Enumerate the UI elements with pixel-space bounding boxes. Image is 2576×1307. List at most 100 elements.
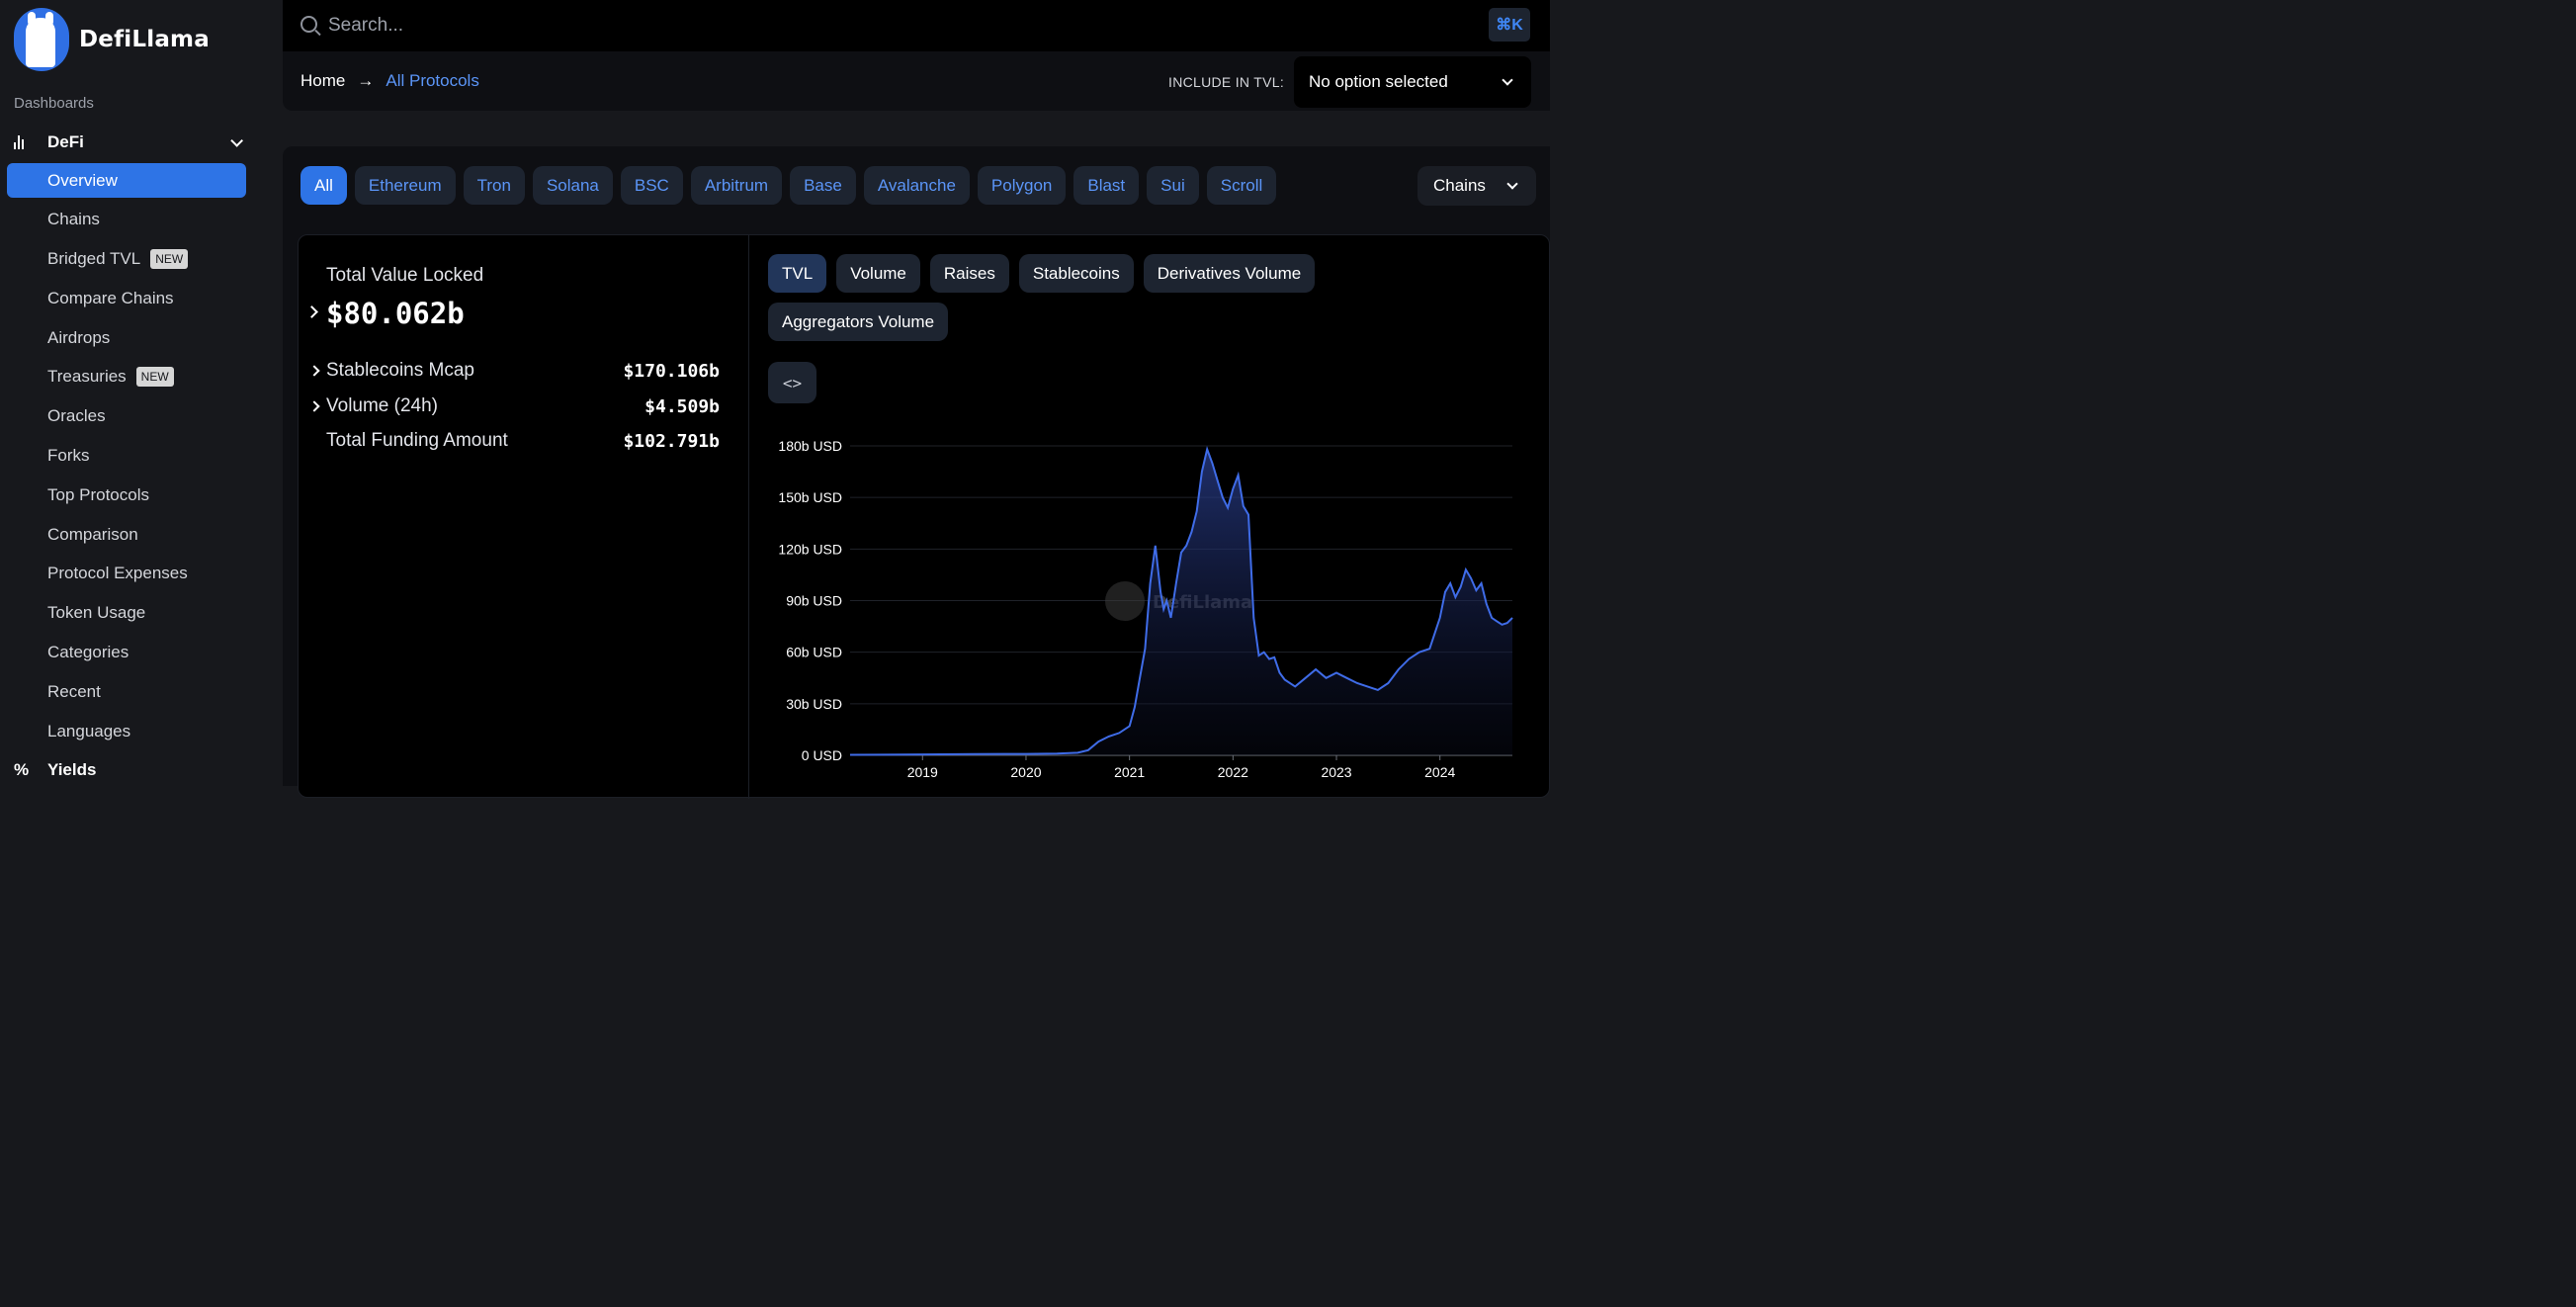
stat-label: Stablecoins Mcap <box>326 360 474 381</box>
x-tick-label: 2020 <box>1010 764 1041 780</box>
chain-tab-scroll[interactable]: Scroll <box>1206 166 1277 205</box>
metric-tab-aggregators-volume[interactable]: Aggregators Volume <box>768 303 949 341</box>
chevron-right-icon[interactable] <box>305 305 318 318</box>
sidebar-item-languages[interactable]: Languages <box>7 714 246 748</box>
tvl-label: Total Value Locked <box>326 265 484 286</box>
stat-value: $4.509b <box>644 395 720 417</box>
chain-tab-tron[interactable]: Tron <box>463 166 525 205</box>
chart-pane: TVL Volume Raises Stablecoins Derivatives Vo… <box>749 235 1551 799</box>
metric-tab-tvl[interactable]: TVL <box>768 254 827 293</box>
metric-tab-raises[interactable]: Raises <box>929 254 1009 293</box>
chevron-right-icon <box>308 365 326 377</box>
metric-tab-derivatives-volume[interactable]: Derivatives Volume <box>1143 254 1316 293</box>
y-tick-label: 150b USD <box>778 489 842 505</box>
sidebar-item-label: Airdrops <box>47 327 111 347</box>
breadcrumb-current[interactable]: All Protocols <box>386 71 479 90</box>
watermark-logo-icon <box>1105 581 1145 621</box>
bar-chart-icon <box>14 135 34 149</box>
new-badge: NEW <box>150 249 189 270</box>
chain-tab-avalanche[interactable]: Avalanche <box>863 166 970 205</box>
section-label: Dashboards <box>14 95 94 112</box>
sidebar-item-forks[interactable]: Forks <box>7 439 246 474</box>
logo[interactable]: DefiLlama <box>14 8 210 71</box>
include-tvl-select[interactable]: No option selected <box>1294 56 1531 108</box>
sidebar-item-comparison[interactable]: Comparison <box>7 517 246 552</box>
chevron-down-icon <box>1506 178 1518 190</box>
chain-tab-all[interactable]: All <box>301 166 347 205</box>
sidebar-item-label: Chains <box>47 210 100 229</box>
sidebar-item-label: Recent <box>47 681 101 701</box>
chain-tab-solana[interactable]: Solana <box>532 166 613 205</box>
chain-tabs: All Ethereum Tron Solana BSC Arbitrum Base Aval… <box>301 166 1277 205</box>
nav-group-defi[interactable]: DeFi <box>14 130 247 155</box>
tvl-chart: 0 USD 30b USD 60b USD 90b USD 120b USD 150b U… <box>778 438 1513 780</box>
percent-icon: % <box>14 760 30 779</box>
stat-row[interactable]: Volume (24h) $4.509b <box>308 393 720 419</box>
embed-code-button[interactable]: <> <box>768 362 816 403</box>
search-input[interactable] <box>328 12 1465 40</box>
sidebar-item-oracles[interactable]: Oracles <box>7 399 246 434</box>
sidebar-item-label: Forks <box>47 446 90 466</box>
sidebar-item-categories[interactable]: Categories <box>7 636 246 670</box>
sidebar-item-token-usage[interactable]: Token Usage <box>7 596 246 631</box>
sidebar-item-compare-chains[interactable]: Compare Chains <box>7 281 246 315</box>
sidebar-item-label: Compare Chains <box>47 288 174 307</box>
new-badge: NEW <box>135 367 174 388</box>
x-tick-label: 2024 <box>1424 764 1455 780</box>
chain-tab-base[interactable]: Base <box>790 166 856 205</box>
sidebar-item-protocol-expenses[interactable]: Protocol Expenses <box>7 557 246 591</box>
sidebar-item-overview[interactable]: Overview <box>7 163 246 198</box>
stat-value: $102.791b <box>623 430 720 452</box>
sidebar-item-label: Bridged TVL <box>47 249 141 269</box>
x-tick-label: 2021 <box>1114 764 1145 780</box>
stat-label: Volume (24h) <box>326 395 439 416</box>
tvl-area <box>850 449 1512 755</box>
sidebar-item-label: Top Protocols <box>47 484 149 504</box>
chain-tab-sui[interactable]: Sui <box>1147 166 1199 205</box>
metric-tab-stablecoins[interactable]: Stablecoins <box>1018 254 1134 293</box>
stat-value: $170.106b <box>623 360 720 382</box>
chevron-down-icon <box>1502 74 1513 86</box>
app-name: DefiLlama <box>79 27 210 52</box>
chevron-down-icon <box>230 133 243 147</box>
main-panel: All Ethereum Tron Solana BSC Arbitrum Base Aval… <box>283 146 1550 799</box>
sidebar-item-top-protocols[interactable]: Top Protocols <box>7 478 246 512</box>
y-tick-label: 30b USD <box>786 696 842 712</box>
search-icon <box>301 16 317 33</box>
stat-row[interactable]: Stablecoins Mcap $170.106b <box>308 358 720 384</box>
overview-card: Total Value Locked $80.062b Stablecoins … <box>298 234 1551 799</box>
chain-tab-bsc[interactable]: BSC <box>620 166 683 205</box>
x-tick-label: 2019 <box>907 764 938 780</box>
chain-tab-arbitrum[interactable]: Arbitrum <box>690 166 783 205</box>
nav-group-label: DeFi <box>47 132 84 151</box>
sidebar-item-label: Treasuries <box>47 367 127 387</box>
include-tvl-label: INCLUDE IN TVL: <box>1168 74 1285 90</box>
sidebar-item-bridged-tvl[interactable]: Bridged TVL NEW <box>7 242 246 277</box>
y-tick-label: 90b USD <box>786 593 842 609</box>
tvl-line <box>849 446 1513 756</box>
arrow-right-icon: → <box>357 71 375 90</box>
shortcut-badge[interactable]: ⌘K <box>1489 8 1530 42</box>
llama-logo-icon <box>14 8 69 71</box>
chain-tab-polygon[interactable]: Polygon <box>977 166 1067 205</box>
x-tick-label: 2022 <box>1218 764 1248 780</box>
sidebar-item-label: Token Usage <box>47 603 146 623</box>
nav-group-yields[interactable]: % Yields <box>14 760 96 780</box>
sidebar-item-treasuries[interactable]: Treasuries NEW <box>7 360 246 394</box>
breadcrumb: Home → All Protocols <box>301 71 479 91</box>
chain-tab-ethereum[interactable]: Ethereum <box>354 166 456 205</box>
metric-tab-volume[interactable]: Volume <box>836 254 920 293</box>
y-tick-label: 120b USD <box>778 541 842 557</box>
sidebar-item-chains[interactable]: Chains <box>7 203 246 237</box>
chain-tab-blast[interactable]: Blast <box>1073 166 1140 205</box>
sidebar-item-airdrops[interactable]: Airdrops <box>7 320 246 355</box>
nav-group-label: Yields <box>47 760 97 779</box>
tvl-value: $80.062b <box>326 297 465 330</box>
breadcrumb-home[interactable]: Home <box>301 71 346 90</box>
sidebar-item-recent[interactable]: Recent <box>7 674 246 709</box>
chains-dropdown-label: Chains <box>1433 176 1486 195</box>
chains-dropdown[interactable]: Chains <box>1417 166 1536 206</box>
stats-pane: Total Value Locked $80.062b Stablecoins … <box>299 235 749 799</box>
y-tick-label: 60b USD <box>786 645 842 660</box>
sidebar-item-label: Protocol Expenses <box>47 564 188 583</box>
